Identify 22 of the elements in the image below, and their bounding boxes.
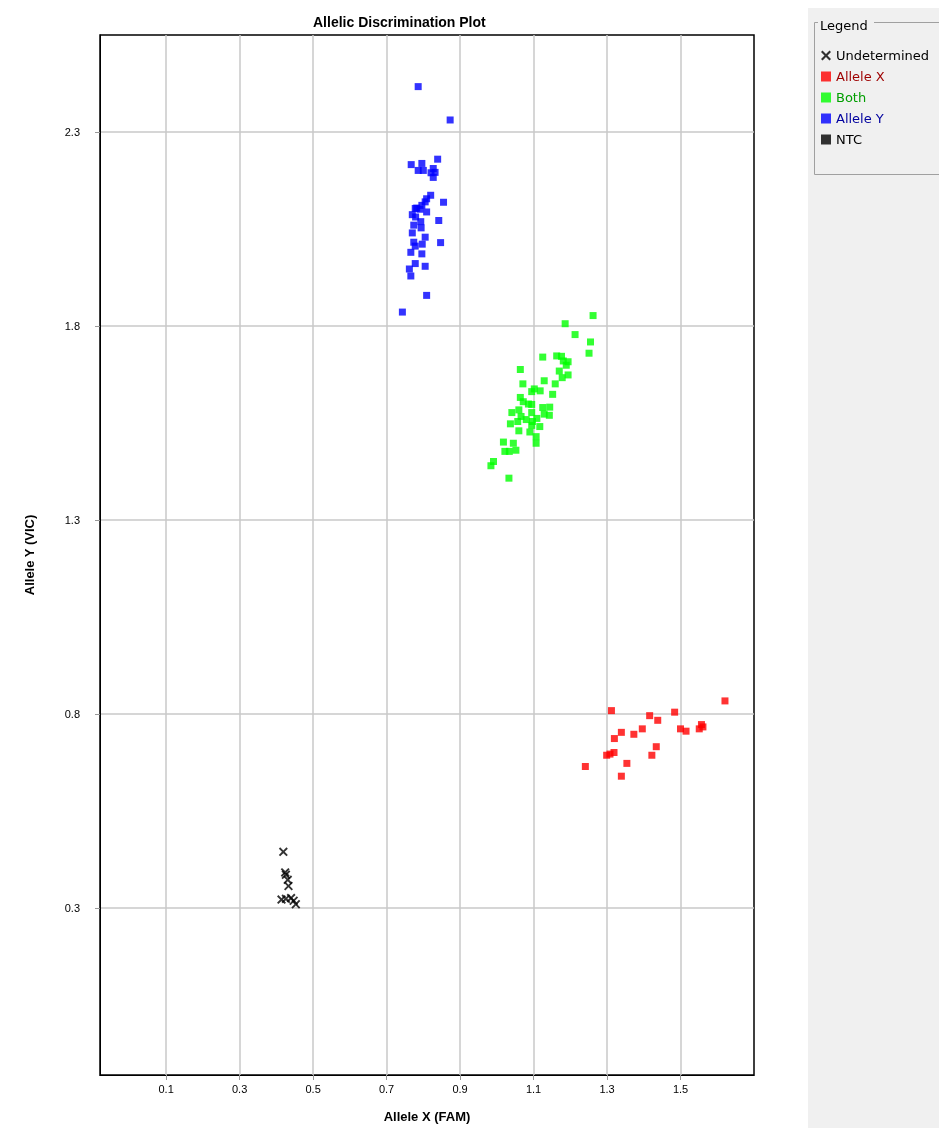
x-axis-title: Allele X (FAM) bbox=[383, 1109, 471, 1124]
x-tick-label: 1.1 bbox=[525, 1082, 542, 1095]
y-tick-label: 1.3 bbox=[64, 514, 80, 527]
legend-label: Undetermined bbox=[836, 48, 929, 63]
legend-label: NTC bbox=[836, 132, 862, 147]
legend-label: Allele X bbox=[836, 69, 885, 84]
y-tick-label: 0.3 bbox=[64, 902, 80, 915]
x-tick-label: 0.9 bbox=[452, 1082, 468, 1095]
x-tick-label: 1.3 bbox=[599, 1082, 615, 1095]
legend-label: Both bbox=[836, 90, 867, 105]
x-tick-label: 0.7 bbox=[378, 1082, 395, 1095]
x-tick-label: 0.1 bbox=[158, 1082, 174, 1095]
y-tick-label: 2.3 bbox=[64, 126, 80, 139]
y-axis-title: Allele Y (VIC) bbox=[22, 514, 37, 596]
x-tick-label: 0.3 bbox=[231, 1082, 248, 1095]
legend-title: Legend bbox=[820, 18, 868, 33]
legend-label: Allele Y bbox=[836, 111, 884, 126]
chart-title: Allelic Discrimination Plot bbox=[313, 14, 487, 30]
x-tick-label: 0.5 bbox=[305, 1082, 321, 1095]
x-tick-label: 1.5 bbox=[672, 1082, 689, 1095]
y-tick-label: 0.8 bbox=[64, 708, 80, 721]
y-tick-label: 1.8 bbox=[64, 320, 80, 333]
